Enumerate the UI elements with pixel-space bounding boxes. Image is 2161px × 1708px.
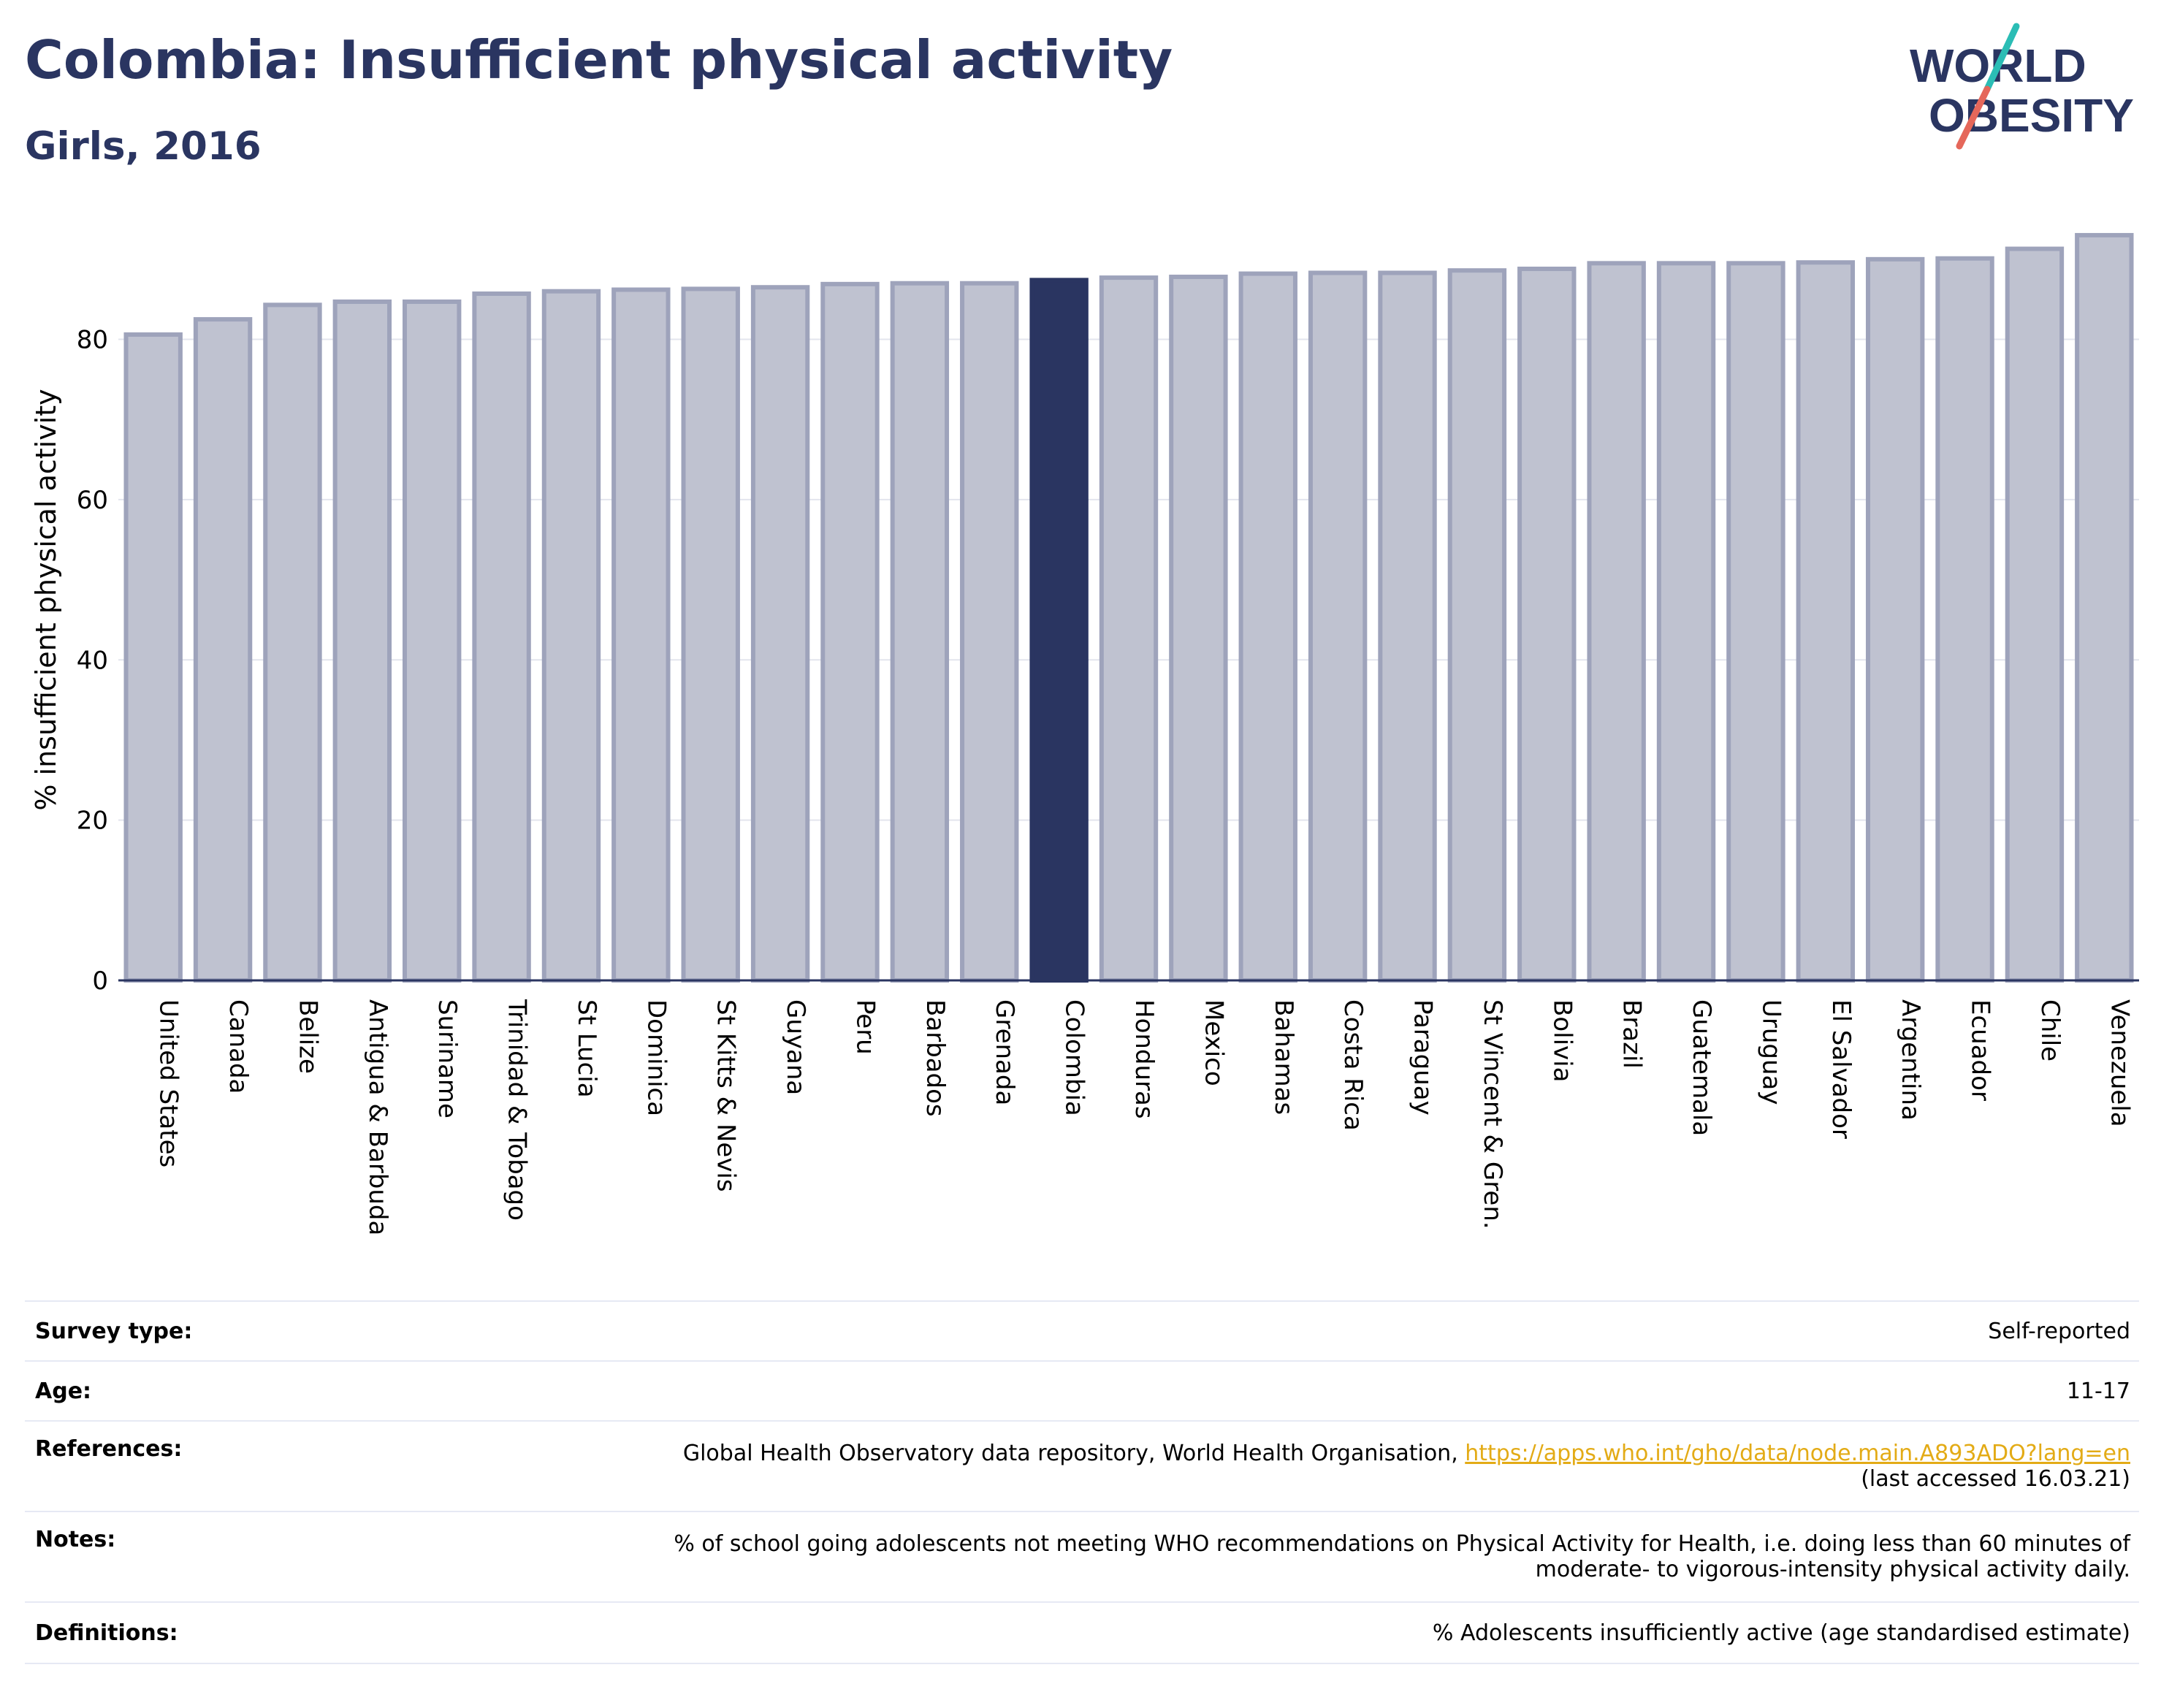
x-tick-label: Suriname [432, 999, 462, 1118]
bar-guatemala [1656, 261, 1716, 983]
bar-argentina [1865, 256, 1925, 983]
y-tick-label: 40 [77, 646, 108, 675]
bar-grenada [960, 281, 1019, 983]
bar-suriname [403, 299, 462, 983]
x-tick-label: Canada [224, 999, 253, 1094]
x-tick-label: Chile [2035, 999, 2065, 1061]
definitions-value: % Adolescents insufficiently active (age… [351, 1601, 2139, 1664]
references-link[interactable]: https://apps.who.int/gho/data/node.main.… [1465, 1441, 2130, 1466]
x-tick-label: United States [154, 999, 183, 1167]
bar-ecuador [1935, 256, 1994, 983]
notes-line-2: moderate- to vigorous-intensity physical… [1535, 1557, 2130, 1582]
x-tick-label: Barbados [921, 999, 950, 1117]
bar-st-lucia [541, 289, 601, 983]
x-tick-label: Guyana [781, 999, 810, 1095]
bar-guyana [750, 285, 810, 983]
x-tick-label: St Kitts & Nevis [712, 999, 741, 1192]
bar-honduras [1099, 275, 1159, 983]
bar-united-states [123, 332, 183, 983]
x-tick-label: Bolivia [1547, 999, 1577, 1082]
x-tick-label: St Vincent & Gren. [1478, 999, 1507, 1229]
x-tick-label: Honduras [1129, 999, 1159, 1119]
bar-bolivia [1517, 267, 1577, 983]
row-references: References: Global Health Observatory da… [25, 1420, 2139, 1511]
references-text: Global Health Observatory data repositor… [682, 1441, 1466, 1466]
age-label: Age: [25, 1360, 351, 1421]
survey-type-label: Survey type: [25, 1300, 351, 1361]
bar-chart: 0 20 40 60 80 United States Canada Belize Antig… [30, 232, 2139, 1235]
bar-dominica [611, 287, 671, 983]
bar-st-kitts-nevis [681, 286, 740, 983]
notes-label: Notes: [25, 1511, 351, 1602]
bar-bahamas [1238, 271, 1297, 983]
x-tick-label: Antigua & Barbuda [363, 999, 392, 1235]
x-tick-label: Guatemala [1687, 999, 1716, 1136]
references-accessed: (last accessed 16.03.21) [1861, 1466, 2130, 1492]
bar-canada [193, 317, 253, 983]
x-tick-label: Bahamas [1269, 999, 1298, 1115]
bar-mexico [1169, 274, 1228, 983]
bar-brazil [1587, 261, 1646, 983]
y-axis-ticks: 0 20 40 60 80 [77, 326, 108, 996]
bar-antigua-barbuda [332, 299, 392, 983]
x-tick-label: Trinidad & Tobago [503, 999, 532, 1221]
notes-line-1: % of school going adolescents not meetin… [674, 1531, 2130, 1557]
references-label: References: [25, 1420, 351, 1511]
definitions-label: Definitions: [25, 1601, 351, 1664]
chart-subtitle: Girls, 2016 [25, 124, 262, 169]
x-tick-label: Paraguay [1409, 999, 1438, 1116]
bar-peru [820, 281, 880, 983]
x-tick-label: El Salvador [1826, 999, 1856, 1139]
x-tick-label: Mexico [1199, 999, 1228, 1086]
x-tick-label: Colombia [1060, 999, 1089, 1116]
x-tick-label: Uruguay [1756, 999, 1785, 1105]
x-tick-label: Venezuela [2105, 999, 2134, 1127]
x-tick-label: Peru [850, 999, 880, 1055]
bar-el-salvador [1796, 260, 1855, 983]
survey-type-value: Self-reported [351, 1300, 2139, 1361]
x-tick-label: St Lucia [572, 999, 601, 1098]
x-tick-label: Brazil [1617, 999, 1647, 1069]
row-definitions: Definitions: % Adolescents insufficientl… [25, 1601, 2139, 1664]
x-axis-ticks: United States Canada Belize Antigua & Barbu… [154, 999, 2135, 1235]
references-value: Global Health Observatory data repositor… [351, 1420, 2139, 1511]
notes-value: % of school going adolescents not meetin… [351, 1511, 2139, 1602]
row-age: Age: 11-17 [25, 1360, 2139, 1421]
bar-belize [263, 302, 322, 983]
bar-barbados [890, 281, 950, 983]
bar-chile [2005, 246, 2065, 983]
row-notes: Notes: % of school going adolescents not… [25, 1511, 2139, 1602]
world-obesity-logo: WORLD OBESITY [1910, 23, 2134, 150]
x-tick-label: Dominica [641, 999, 671, 1116]
y-axis-label: % insufficient physical activity [30, 389, 62, 810]
y-tick-label: 20 [77, 807, 108, 836]
logo-slash-teal [1983, 23, 2020, 93]
x-tick-label: Ecuador [1966, 999, 1995, 1101]
logo-slash-red [1956, 85, 1991, 150]
bar-st-vincent-gren- [1447, 268, 1507, 983]
x-tick-label: Grenada [990, 999, 1019, 1105]
bar-uruguay [1726, 261, 1785, 983]
bar-trinidad-tobago [472, 291, 531, 983]
x-tick-label: Costa Rica [1338, 999, 1368, 1131]
y-tick-label: 60 [77, 486, 108, 515]
chart-title: Colombia: Insufficient physical activity [25, 29, 1173, 91]
age-value: 11-17 [351, 1360, 2139, 1421]
x-tick-label: Belize [293, 999, 322, 1074]
y-tick-label: 80 [77, 326, 108, 355]
x-tick-label: Argentina [1896, 999, 1925, 1121]
bar-colombia [1029, 278, 1089, 983]
bar-costa-rica [1308, 270, 1368, 983]
info-table: Survey type: Self-reported Age: 11-17 Re… [25, 1300, 2139, 1664]
row-survey-type: Survey type: Self-reported [25, 1300, 2139, 1361]
bars [123, 232, 2134, 983]
bar-venezuela [2075, 232, 2134, 983]
y-tick-label: 0 [92, 967, 108, 996]
bar-paraguay [1378, 270, 1437, 983]
